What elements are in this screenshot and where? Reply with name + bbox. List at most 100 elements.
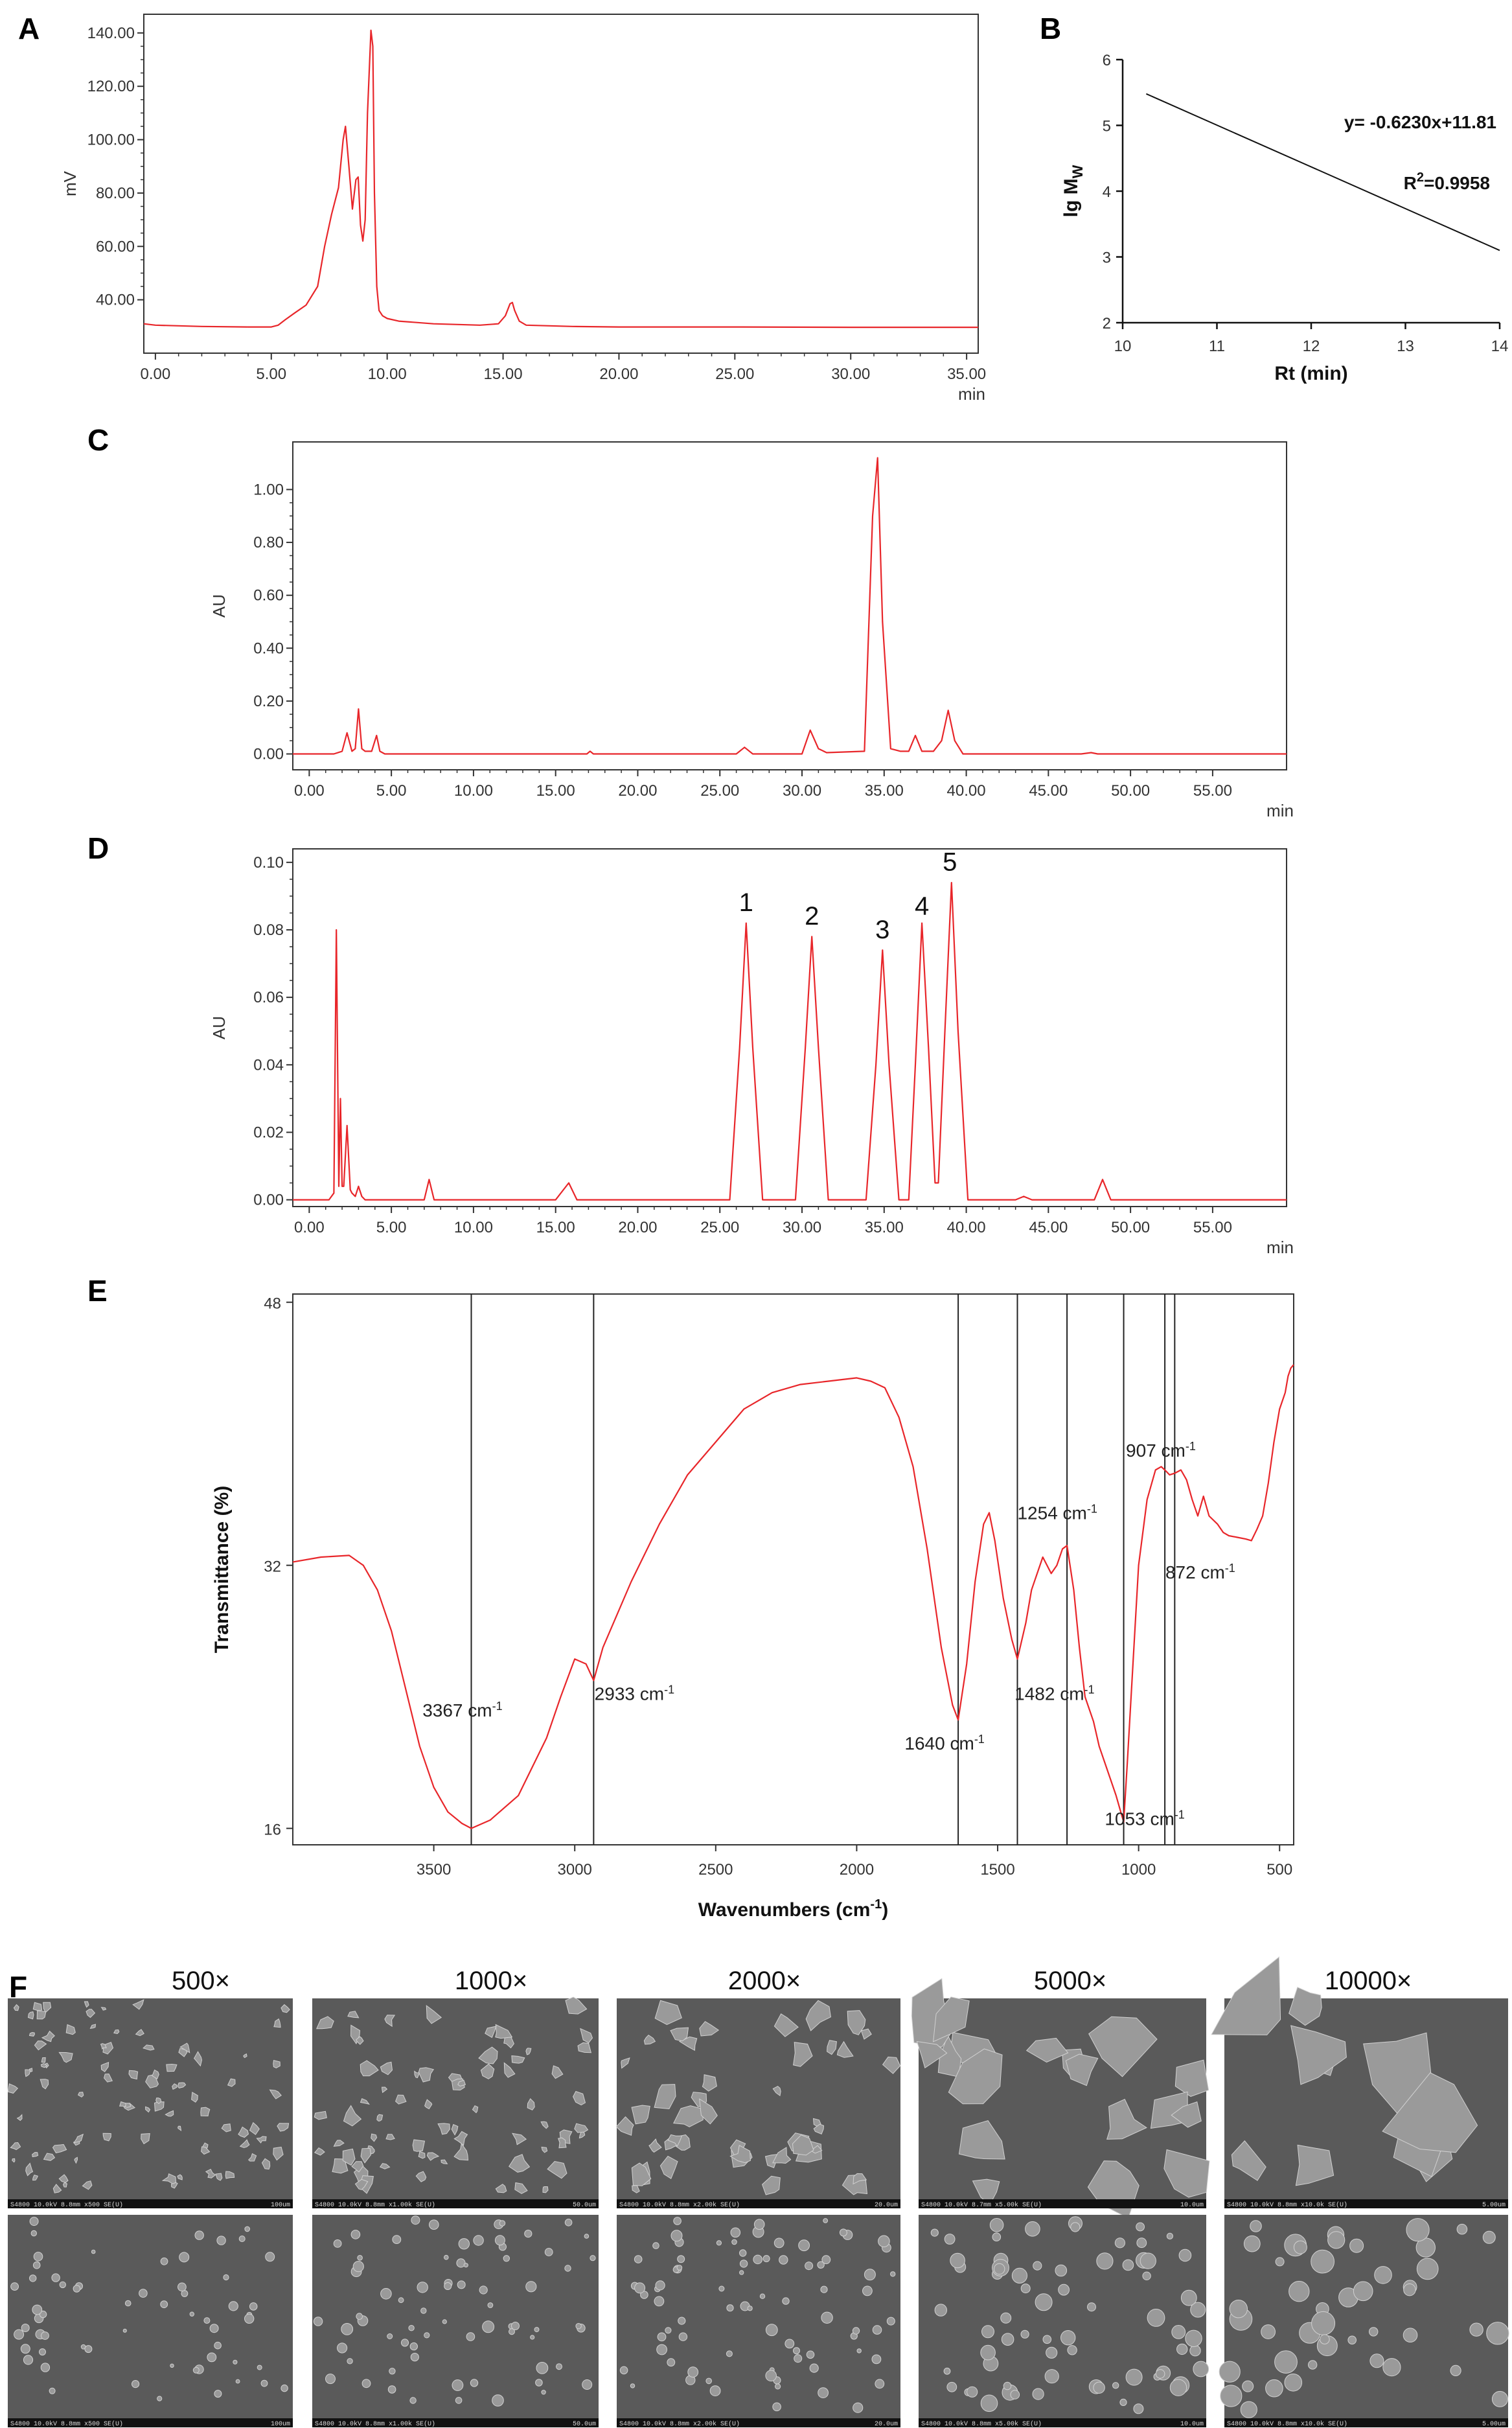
sem-particle xyxy=(205,2169,216,2179)
sem-scale-text: 10.0um xyxy=(1180,2421,1204,2428)
y-tick-label: 3 xyxy=(1103,249,1111,267)
sem-particle xyxy=(122,2328,127,2333)
sem-particle xyxy=(347,2011,360,2018)
sem-particle xyxy=(398,2297,404,2304)
sem-particle xyxy=(699,2020,720,2037)
sem-particle xyxy=(343,2105,362,2127)
sem-particle xyxy=(1416,2258,1439,2280)
sem-particle xyxy=(10,2142,21,2151)
sem-particle xyxy=(235,2379,240,2384)
sem-particle xyxy=(249,2302,258,2311)
sem-particle xyxy=(1025,2037,1069,2063)
sem-particle xyxy=(1055,2264,1068,2277)
sem-particle xyxy=(1035,2293,1053,2311)
y-axis-label: lg MW xyxy=(1060,165,1086,217)
sem-particle xyxy=(238,2236,246,2242)
x-tick-label: 35.00 xyxy=(865,782,904,800)
sem-particle xyxy=(376,2114,384,2122)
sem-particle xyxy=(457,2280,466,2289)
sem-particle xyxy=(503,2062,516,2078)
sem-image-r1-c2: S4800 10.0kV 8.8mm x1.00k SE(U) 50.0um xyxy=(312,1996,599,2209)
sem-particle xyxy=(509,2154,531,2173)
sem-particle xyxy=(1274,2350,1298,2374)
sem-particle xyxy=(864,2269,876,2281)
sem-particle xyxy=(356,2313,363,2320)
panel-c: C 0.00 0.20 0.40 0.60 0.80 1.00 0.00 5.00 10.00 1… xyxy=(87,423,1294,820)
sem-particle xyxy=(509,2328,515,2335)
x-tick-label: 55.00 xyxy=(1193,1219,1232,1236)
y-axis-label: Transmittance (%) xyxy=(211,1486,233,1653)
sem-particle xyxy=(238,2126,249,2138)
x-tick-label: 25.00 xyxy=(700,1219,739,1236)
sem-particle xyxy=(1369,2327,1379,2337)
y-tick-label: 80.00 xyxy=(96,185,135,202)
sem-particle xyxy=(203,2317,211,2324)
sem-particle xyxy=(753,2219,765,2230)
x-axis-label: min xyxy=(958,384,985,404)
sem-particle xyxy=(632,2185,640,2193)
sem-particle xyxy=(514,2182,528,2194)
sem-particle xyxy=(839,2228,847,2237)
sem-particle xyxy=(314,2110,327,2120)
sem-particle xyxy=(100,2043,107,2050)
sem-particle xyxy=(177,2082,187,2088)
sem-particle xyxy=(25,2162,34,2177)
x-tick-label: 50.00 xyxy=(1111,1219,1150,1236)
sem-scale-text: 100um xyxy=(271,2421,290,2428)
x-tick-label: 10.00 xyxy=(454,782,493,800)
sem-particle xyxy=(409,2397,417,2404)
x-tick-label: 30.00 xyxy=(783,1219,821,1236)
sem-particle xyxy=(415,2171,427,2182)
sem-particle xyxy=(333,2140,345,2147)
sem-particle xyxy=(564,2219,573,2226)
plot-frame-d xyxy=(292,848,1287,1207)
sem-particle xyxy=(1087,2302,1096,2312)
x-tick-label: 50.00 xyxy=(1111,782,1150,800)
sem-particle xyxy=(209,2324,219,2333)
sem-particle xyxy=(582,2379,593,2390)
sem-particle xyxy=(1033,2261,1042,2271)
sem-particle xyxy=(244,2313,255,2324)
sem-particle xyxy=(886,2317,895,2326)
sem-particle xyxy=(765,2370,777,2382)
peak-annotation: 872 cm-1 xyxy=(1165,1562,1235,1582)
sem-particle xyxy=(379,2163,391,2169)
sem-particle xyxy=(992,2232,1002,2241)
sem-particle xyxy=(1311,2249,1334,2274)
sem-particle xyxy=(1140,2252,1156,2269)
sem-info-text: S4800 10.0kV 8.7mm x5.00k SE(U) xyxy=(921,2201,1042,2209)
series-line-d xyxy=(293,881,1287,1201)
y-tick-label: 0.40 xyxy=(253,640,284,657)
sem-particle xyxy=(207,2352,217,2363)
sem-particle xyxy=(256,2136,267,2144)
magnification-title: 500× xyxy=(172,1967,230,1995)
sem-particle xyxy=(765,2324,778,2337)
sem-particle xyxy=(34,2041,47,2051)
sem-particle xyxy=(726,2304,734,2312)
sem-particle xyxy=(52,2184,62,2193)
sem-particle xyxy=(473,2235,484,2246)
sem-particle xyxy=(119,2101,126,2108)
sem-particle xyxy=(699,2098,718,2125)
sem-particle xyxy=(139,2289,148,2298)
x-tick-label: 40.00 xyxy=(947,782,986,800)
sem-particle xyxy=(1042,2335,1052,2344)
y-tick-label: 0.04 xyxy=(253,1056,284,1074)
sem-particle xyxy=(124,2300,132,2307)
sem-particle xyxy=(544,2248,553,2256)
sem-particle xyxy=(542,2186,549,2193)
sem-particle xyxy=(503,2255,510,2262)
sem-particle xyxy=(813,2123,825,2134)
sem-particle xyxy=(361,2379,371,2388)
sem-particle xyxy=(1265,2379,1283,2398)
sem-particle xyxy=(1211,1956,1281,2035)
sem-particle xyxy=(104,2073,113,2083)
y-tick-label: 0.60 xyxy=(253,587,284,605)
sem-particle xyxy=(216,2236,226,2245)
sem-particle xyxy=(512,2133,527,2145)
peak-annotation: 1254 cm-1 xyxy=(1017,1503,1097,1523)
sem-particle xyxy=(536,2362,549,2374)
sem-particle xyxy=(575,2323,582,2330)
peak-annotation: 1482 cm-1 xyxy=(1014,1683,1094,1704)
sem-particle xyxy=(739,2249,747,2257)
